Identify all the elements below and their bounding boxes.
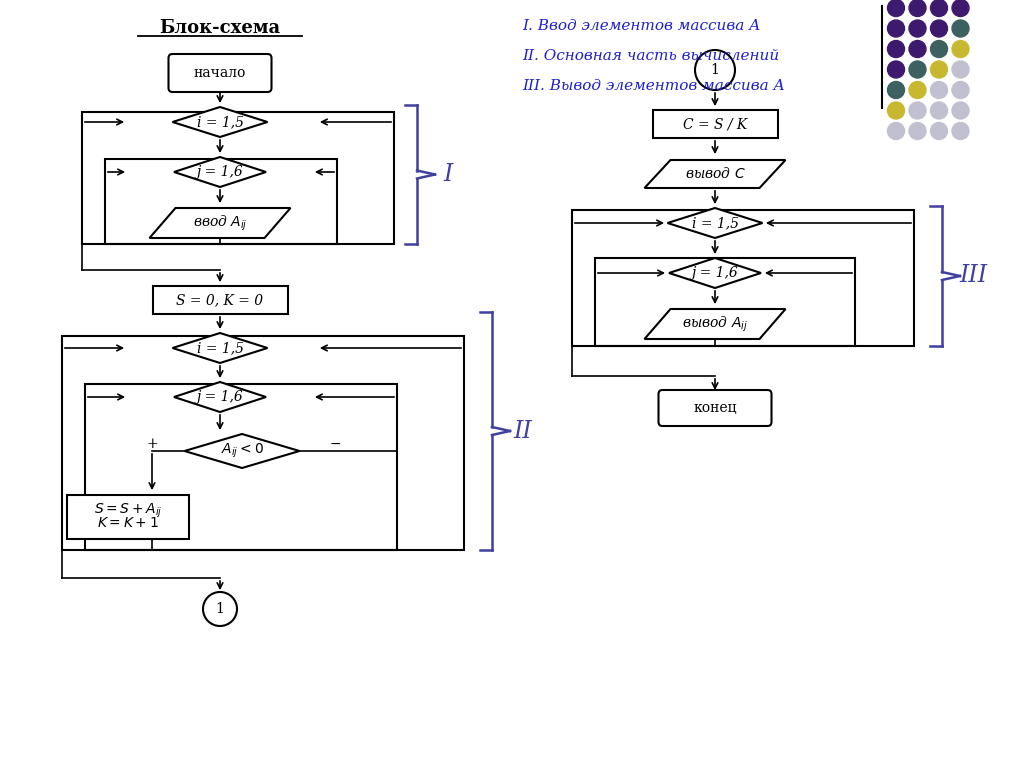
Circle shape bbox=[952, 61, 969, 78]
Circle shape bbox=[952, 102, 969, 119]
Text: вывод $C$: вывод $C$ bbox=[685, 167, 745, 181]
Circle shape bbox=[952, 20, 969, 37]
Circle shape bbox=[931, 102, 947, 119]
Circle shape bbox=[952, 0, 969, 16]
Polygon shape bbox=[668, 208, 763, 238]
Circle shape bbox=[203, 592, 237, 626]
Text: $K = K + 1$: $K = K + 1$ bbox=[97, 516, 159, 530]
Bar bbox=[652, 110, 777, 138]
Circle shape bbox=[888, 123, 904, 140]
Text: начало: начало bbox=[194, 66, 246, 80]
Text: ввод $A_{ij}$: ввод $A_{ij}$ bbox=[193, 214, 248, 233]
Text: i = 1,5: i = 1,5 bbox=[197, 341, 244, 355]
Text: конец: конец bbox=[693, 401, 737, 415]
Text: +: + bbox=[146, 437, 158, 451]
Bar bbox=[105, 159, 337, 244]
Circle shape bbox=[931, 81, 947, 98]
Polygon shape bbox=[644, 160, 785, 188]
Text: S = 0, K = 0: S = 0, K = 0 bbox=[176, 293, 263, 307]
Bar bbox=[572, 210, 914, 346]
Circle shape bbox=[931, 123, 947, 140]
Circle shape bbox=[909, 123, 926, 140]
Bar bbox=[67, 495, 189, 539]
Circle shape bbox=[888, 0, 904, 16]
Circle shape bbox=[909, 81, 926, 98]
Text: II: II bbox=[514, 419, 532, 442]
Text: вывод $A_{ij}$: вывод $A_{ij}$ bbox=[682, 314, 748, 333]
Polygon shape bbox=[669, 258, 761, 288]
Circle shape bbox=[909, 102, 926, 119]
Circle shape bbox=[931, 41, 947, 58]
Text: III: III bbox=[958, 264, 987, 287]
Text: I: I bbox=[443, 163, 453, 186]
Text: i = 1,5: i = 1,5 bbox=[197, 115, 244, 129]
Bar bbox=[153, 286, 288, 314]
Text: III. Вывод элементов массива A: III. Вывод элементов массива A bbox=[522, 79, 784, 93]
Circle shape bbox=[931, 20, 947, 37]
Text: $S = S + A_{ij}$: $S = S + A_{ij}$ bbox=[94, 502, 162, 521]
Circle shape bbox=[931, 61, 947, 78]
Polygon shape bbox=[172, 333, 267, 363]
Polygon shape bbox=[174, 157, 266, 187]
Text: −: − bbox=[329, 437, 341, 451]
Circle shape bbox=[695, 50, 735, 90]
Text: $A_{ij} < 0$: $A_{ij} < 0$ bbox=[220, 442, 263, 460]
Text: j = 1,6: j = 1,6 bbox=[197, 390, 244, 404]
Text: I. Ввод элементов массива A: I. Ввод элементов массива A bbox=[522, 19, 760, 33]
Polygon shape bbox=[150, 208, 291, 238]
FancyBboxPatch shape bbox=[169, 54, 271, 92]
Circle shape bbox=[952, 123, 969, 140]
Bar bbox=[82, 112, 394, 244]
Bar bbox=[595, 258, 855, 346]
Circle shape bbox=[888, 102, 904, 119]
Text: j = 1,6: j = 1,6 bbox=[197, 165, 244, 179]
Circle shape bbox=[909, 20, 926, 37]
Circle shape bbox=[888, 20, 904, 37]
Text: 1: 1 bbox=[711, 63, 720, 77]
Circle shape bbox=[909, 61, 926, 78]
Circle shape bbox=[909, 41, 926, 58]
Polygon shape bbox=[184, 434, 299, 468]
Polygon shape bbox=[174, 382, 266, 412]
Text: 1: 1 bbox=[216, 602, 224, 616]
Circle shape bbox=[909, 0, 926, 16]
Circle shape bbox=[888, 41, 904, 58]
Circle shape bbox=[952, 81, 969, 98]
Circle shape bbox=[888, 61, 904, 78]
FancyBboxPatch shape bbox=[658, 390, 771, 426]
Polygon shape bbox=[644, 309, 785, 339]
Polygon shape bbox=[172, 107, 267, 137]
Bar bbox=[85, 384, 397, 550]
Text: j = 1,6: j = 1,6 bbox=[691, 266, 738, 280]
Text: i = 1,5: i = 1,5 bbox=[691, 216, 738, 230]
Text: C = S / K: C = S / K bbox=[683, 117, 748, 131]
Circle shape bbox=[952, 41, 969, 58]
Circle shape bbox=[931, 0, 947, 16]
Bar bbox=[62, 336, 464, 550]
Circle shape bbox=[888, 81, 904, 98]
Text: II. Основная часть вычислений: II. Основная часть вычислений bbox=[522, 49, 779, 63]
Text: Блок-схема: Блок-схема bbox=[160, 19, 281, 37]
